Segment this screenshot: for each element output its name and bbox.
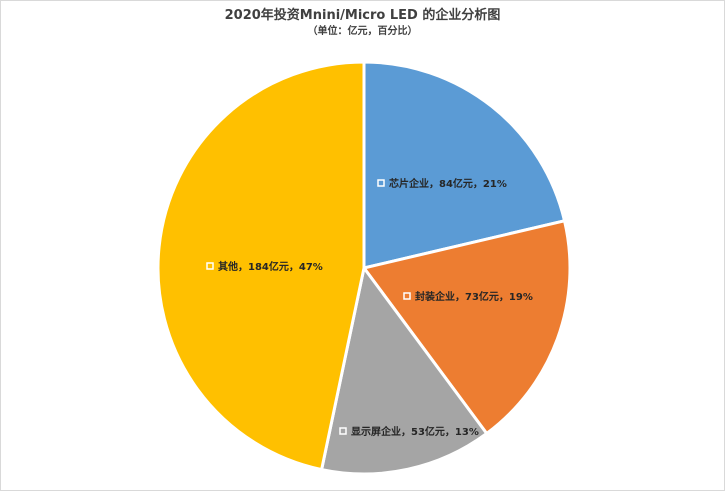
pie-slice-1 [362,60,567,270]
chart-subtitle: （单位：亿元，百分比） [307,26,418,37]
legend-key-2 [403,292,411,300]
data-label-2: 封装企业，73亿元，19% [415,290,533,303]
data-label-1: 芯片企业，84亿元，21% [389,177,507,190]
pie-slice-4 [156,60,366,472]
data-label-4: 其他，184亿元，47% [218,260,323,273]
legend-key-3 [339,427,347,435]
legend-key-1 [377,179,385,187]
pie-slice-2 [361,218,572,436]
data-label-3: 显示屏企业，53亿元，13% [351,425,479,438]
chart-title: 2020年投资Mnini/Micro LED 的企业分析图 [224,8,501,23]
legend-key-4 [206,262,214,270]
pie-slice-3 [319,264,489,476]
